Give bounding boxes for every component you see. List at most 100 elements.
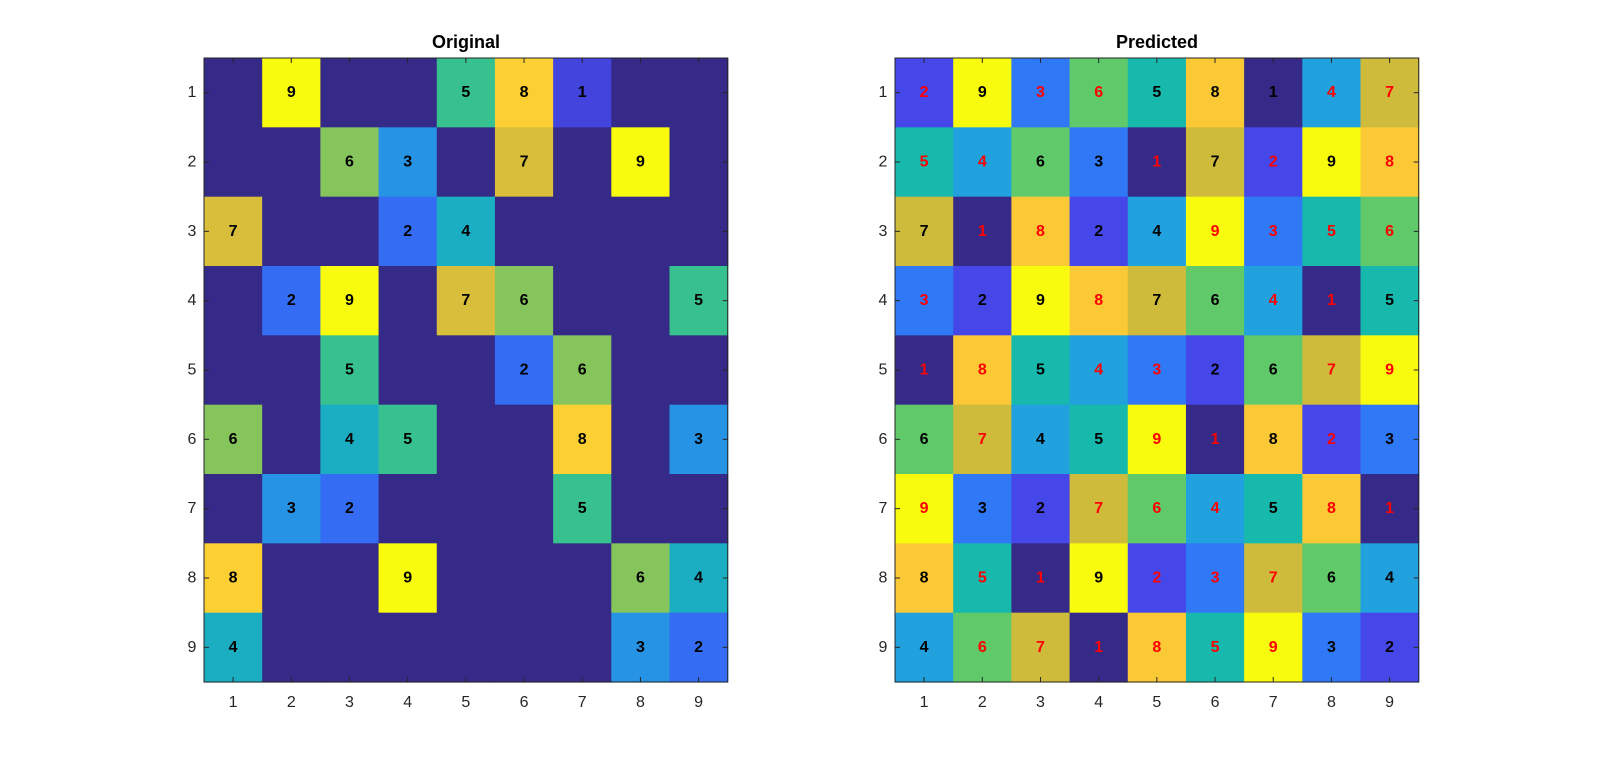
predicted-cell-r8-c8 <box>1302 543 1362 614</box>
predicted-cell-label-r2-c8: 9 <box>1327 154 1336 171</box>
predicted-cell-label-r8-c2: 5 <box>978 570 987 587</box>
original-cell-r1-c1 <box>204 58 263 128</box>
predicted-cell-r2-c8 <box>1302 127 1362 198</box>
predicted-cell-label-r9-c1: 4 <box>920 639 929 656</box>
predicted-cell-r1-c2 <box>953 58 1012 128</box>
original-cell-r2-c3 <box>320 127 380 198</box>
original-cell-label-r5-c7: 6 <box>578 362 587 379</box>
predicted-cell-r3-c2 <box>953 196 1012 267</box>
original-cell-label-r6-c7: 8 <box>578 431 587 448</box>
predicted-cell-r3-c8 <box>1302 196 1362 267</box>
predicted-cell-r3-c3 <box>1011 196 1071 267</box>
predicted-cell-label-r8-c1: 8 <box>920 570 929 587</box>
original-cell-r1-c6 <box>494 58 554 128</box>
original-cell-label-r1-c5: 5 <box>461 84 470 101</box>
original-x-tick-label: 6 <box>520 694 529 711</box>
predicted-grid-panel: Predicted 2 9 3 6 5 8 1 4 7 5 4 6 3 1 7 2 9 8 7 1 8 2 4 9 3 5 6 3 2 9… <box>879 32 1420 711</box>
predicted-cell-label-r2-c2: 4 <box>978 154 987 171</box>
predicted-cell-label-r6-c2: 7 <box>978 431 987 448</box>
predicted-cell-r3-c7 <box>1244 196 1303 267</box>
predicted-cell-label-r9-c7: 9 <box>1269 639 1278 656</box>
original-cell-r9-c4 <box>378 612 438 683</box>
predicted-cell-label-r8-c9: 4 <box>1385 570 1394 587</box>
predicted-cell-r6-c5 <box>1127 404 1187 475</box>
predicted-cell-r8-c2 <box>953 543 1012 614</box>
predicted-cell-r9-c9 <box>1360 612 1420 683</box>
predicted-cell-r8-c6 <box>1185 543 1245 614</box>
predicted-cell-label-r1-c1: 2 <box>920 84 929 101</box>
predicted-x-tick-label: 8 <box>1327 694 1336 711</box>
original-cell-r7-c6 <box>494 474 554 544</box>
original-cell-r6-c1 <box>204 404 263 475</box>
predicted-cell-r7-c8 <box>1302 474 1362 544</box>
predicted-cell-r2-c4 <box>1069 127 1129 198</box>
original-y-tick-label: 2 <box>188 154 197 171</box>
original-grid-panel: Original 9 5 8 1 6 3 7 9 7 2 4 2 9 7 6 5 5 2 6 6 4 5 8 3 3 2 5 8 9 6 4… <box>188 32 729 711</box>
predicted-cell-label-r1-c4: 6 <box>1094 84 1103 101</box>
original-cell-label-r4-c9: 5 <box>694 292 703 309</box>
predicted-cell-label-r3-c4: 2 <box>1094 223 1103 240</box>
original-cell-r4-c5 <box>436 266 496 336</box>
original-y-tick-label: 1 <box>188 84 197 101</box>
predicted-cell-r2-c2 <box>953 127 1012 198</box>
predicted-cell-label-r5-c5: 3 <box>1152 362 1161 379</box>
predicted-cell-label-r6-c5: 9 <box>1152 431 1161 448</box>
original-cell-r3-c4 <box>378 196 438 267</box>
original-cell-r3-c3 <box>320 196 380 267</box>
original-cell-label-r2-c3: 6 <box>345 154 354 171</box>
predicted-cell-r5-c4 <box>1069 335 1129 406</box>
predicted-cell-label-r6-c1: 6 <box>920 431 929 448</box>
original-cell-r5-c5 <box>436 335 496 406</box>
predicted-x-tick-label: 1 <box>920 694 929 711</box>
original-cell-r1-c8 <box>611 58 671 128</box>
predicted-x-tick-label: 4 <box>1094 694 1103 711</box>
predicted-cell-label-r1-c8: 4 <box>1327 84 1336 101</box>
predicted-cell-label-r1-c7: 1 <box>1269 84 1278 101</box>
predicted-cell-r7-c1 <box>895 474 954 544</box>
original-axis-ticks: 1 2 3 4 5 6 7 8 9 1 2 3 4 5 6 7 8 9 <box>188 58 728 711</box>
original-cell-r9-c2 <box>262 612 321 683</box>
predicted-cell-label-r4-c8: 1 <box>1327 292 1336 309</box>
original-cell-r8-c1 <box>204 543 263 614</box>
original-cell-r4-c2 <box>262 266 321 336</box>
original-cell-r1-c7 <box>553 58 612 128</box>
predicted-cell-r5-c1 <box>895 335 954 406</box>
predicted-cell-label-r5-c2: 8 <box>978 362 987 379</box>
predicted-y-tick-label: 7 <box>879 500 888 517</box>
predicted-cell-r5-c8 <box>1302 335 1362 406</box>
original-cell-r8-c2 <box>262 543 321 614</box>
original-cell-r6-c3 <box>320 404 380 475</box>
original-cell-label-r2-c6: 7 <box>520 154 529 171</box>
original-cell-r3-c5 <box>436 196 496 267</box>
predicted-cell-r9-c4 <box>1069 612 1129 683</box>
original-cell-r1-c2 <box>262 58 321 128</box>
original-cell-r2-c2 <box>262 127 321 198</box>
predicted-cell-r6-c1 <box>895 404 954 475</box>
predicted-cell-label-r3-c3: 8 <box>1036 223 1045 240</box>
predicted-cell-label-r3-c9: 6 <box>1385 223 1394 240</box>
predicted-cell-r4-c7 <box>1244 266 1303 336</box>
original-cell-r3-c8 <box>611 196 671 267</box>
original-cell-r3-c1 <box>204 196 263 267</box>
original-cell-r3-c6 <box>494 196 554 267</box>
predicted-cell-label-r2-c1: 5 <box>920 154 929 171</box>
predicted-cell-label-r6-c3: 4 <box>1036 431 1045 448</box>
predicted-cell-label-r7-c1: 9 <box>920 500 929 517</box>
predicted-cell-r5-c7 <box>1244 335 1303 406</box>
predicted-cell-r5-c3 <box>1011 335 1071 406</box>
predicted-cell-label-r7-c2: 3 <box>978 500 987 517</box>
predicted-cell-r9-c7 <box>1244 612 1303 683</box>
original-cell-r5-c7 <box>553 335 612 406</box>
predicted-cell-r4-c1 <box>895 266 954 336</box>
predicted-cell-r9-c6 <box>1185 612 1245 683</box>
original-cell-label-r4-c6: 6 <box>520 292 529 309</box>
predicted-cell-label-r8-c8: 6 <box>1327 570 1336 587</box>
predicted-y-tick-label: 1 <box>879 84 888 101</box>
predicted-cell-r6-c7 <box>1244 404 1303 475</box>
predicted-cell-label-r1-c3: 3 <box>1036 84 1045 101</box>
predicted-cell-label-r4-c5: 7 <box>1152 292 1161 309</box>
predicted-cell-label-r6-c8: 2 <box>1327 431 1336 448</box>
predicted-cell-r9-c5 <box>1127 612 1187 683</box>
predicted-cell-r8-c7 <box>1244 543 1303 614</box>
predicted-cell-r9-c2 <box>953 612 1012 683</box>
